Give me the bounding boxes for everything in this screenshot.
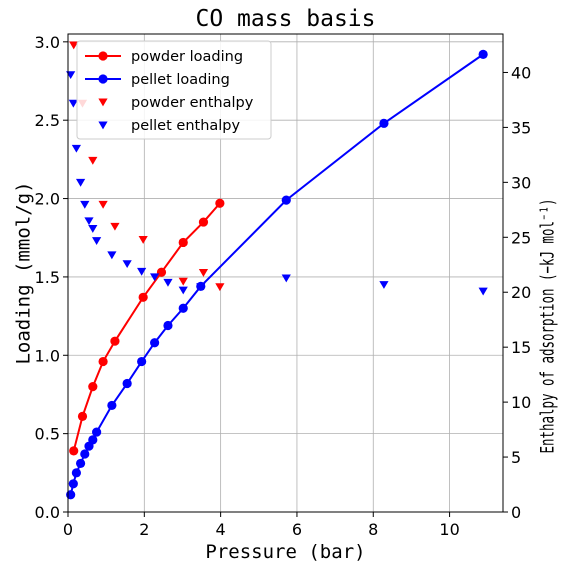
legend-powder-enthalpy-marker	[98, 98, 108, 107]
y2-tick-label: 0	[511, 503, 521, 522]
chart-title: CO mass basis	[195, 6, 375, 32]
legend-pellet-loading-marker	[98, 74, 108, 84]
powder-enthalpy-point	[98, 200, 108, 209]
y2-tick-label: 25	[511, 228, 531, 247]
pellet-enthalpy-point	[478, 287, 488, 296]
powder-loading-point	[69, 446, 79, 456]
powder-loading-point	[156, 267, 167, 277]
powder-enthalpy-point	[138, 236, 148, 244]
x-tick-label: 4	[216, 520, 226, 539]
powder-enthalpy-point	[215, 283, 225, 292]
powder-loading-point	[110, 336, 120, 346]
pellet-loading-point	[71, 468, 81, 478]
y2-tick-label: 5	[511, 448, 521, 467]
pellet-loading-point	[75, 458, 86, 469]
legend-powder-enthalpy-label: powder enthalpy	[131, 95, 254, 111]
powder-loading-line	[72, 202, 221, 452]
x-tick-label: 10	[439, 520, 459, 539]
y2-tick-label: 10	[511, 393, 531, 412]
y-tick-label: 2.5	[35, 111, 60, 130]
pellet-enthalpy-point	[92, 237, 102, 245]
legend-pellet-enthalpy-label: pellet enthalpy	[131, 118, 241, 134]
powder-loading-point	[178, 237, 188, 248]
pellet-loading-point	[122, 378, 132, 389]
y2-axis-label: Enthalpy of adsorption (−kJ mol⁻¹)	[537, 199, 559, 454]
legend-box	[76, 40, 272, 140]
x-tick-label: 2	[139, 520, 149, 539]
powder-loading-point	[215, 198, 225, 208]
pellet-loading-point	[137, 356, 147, 367]
pellet-enthalpy-point	[80, 200, 90, 209]
tick-layer: 0 2 4 6 8 10 0.0 0.5 1.0 1.5 2.0 2.5 3.0 0 5 10 15 20 25 30…	[35, 33, 532, 539]
pellet-enthalpy-point	[150, 273, 160, 282]
y-tick-label: 1.0	[35, 346, 60, 365]
x-tick-label: 8	[368, 520, 378, 539]
pellet-loading-point	[68, 479, 78, 489]
x-tick-label: 6	[292, 520, 302, 539]
pellet-loading-point	[150, 338, 160, 348]
pellet-enthalpy-point	[163, 278, 173, 287]
powder-loading-point	[77, 411, 88, 421]
pellet-enthalpy-point	[75, 178, 86, 187]
series-layer	[66, 41, 488, 500]
y-axis-label: Loading (mmol/g)	[13, 181, 35, 364]
x-axis-label: Pressure (bar)	[205, 541, 365, 563]
pellet-loading-point	[92, 427, 102, 437]
powder-enthalpy-point	[88, 156, 98, 165]
y2-tick-label: 20	[511, 283, 531, 302]
pellet-loading-point	[178, 303, 188, 313]
y2-tick-label: 35	[511, 118, 531, 137]
pellet-enthalpy-point	[137, 267, 147, 276]
y-tick-label: 3.0	[35, 33, 60, 52]
pellet-loading-point	[66, 490, 76, 500]
powder-enthalpy-point	[178, 277, 188, 286]
pellet-enthalpy-point	[88, 225, 98, 233]
plot-frame	[67, 33, 504, 513]
pellet-enthalpy-point	[196, 283, 206, 292]
pellet-loading-point	[163, 320, 173, 331]
pellet-enthalpy-point	[178, 286, 188, 295]
legend-pellet-loading-label: pellet loading	[131, 72, 230, 88]
powder-enthalpy-point	[69, 41, 79, 50]
y2-tick-label: 30	[511, 173, 531, 192]
y2-tick-label: 15	[511, 338, 531, 357]
powder-loading-point	[98, 356, 108, 367]
powder-loading-point	[198, 217, 209, 227]
pellet-enthalpy-point	[66, 71, 76, 80]
legend: powder loading pellet loading powder entha…	[76, 40, 272, 140]
pellet-enthalpy-point	[122, 260, 132, 269]
legend-pellet-enthalpy-marker	[98, 121, 108, 130]
x-tick-label: 0	[63, 520, 73, 539]
powder-enthalpy-point	[110, 222, 120, 231]
legend-powder-loading-label: powder loading	[131, 49, 243, 65]
y2-tick-label: 40	[511, 63, 531, 82]
y-tick-label: 0.5	[35, 425, 60, 444]
powder-loading-point	[88, 382, 98, 392]
legend-powder-loading-marker	[98, 51, 108, 61]
powder-enthalpy-point	[198, 269, 209, 277]
y-tick-label: 0.0	[35, 503, 60, 522]
pellet-enthalpy-point	[71, 144, 81, 153]
pellet-enthalpy-point	[107, 251, 117, 260]
pellet-loading-point	[80, 449, 90, 459]
pellet-enthalpy-point	[379, 281, 389, 289]
pellet-enthalpy-point	[68, 99, 78, 108]
pellet-loading-point	[88, 435, 98, 445]
powder-loading-point	[138, 292, 148, 302]
pellet-enthalpy-point	[84, 217, 94, 226]
pellet-enthalpy-point	[281, 274, 291, 283]
pellet-loading-point	[478, 49, 488, 59]
pellet-loading-point	[107, 400, 117, 411]
y-tick-label: 1.5	[35, 268, 60, 287]
y-tick-label: 2.0	[35, 190, 60, 209]
pellet-loading-point	[379, 118, 389, 128]
pellet-loading-point	[281, 195, 291, 205]
